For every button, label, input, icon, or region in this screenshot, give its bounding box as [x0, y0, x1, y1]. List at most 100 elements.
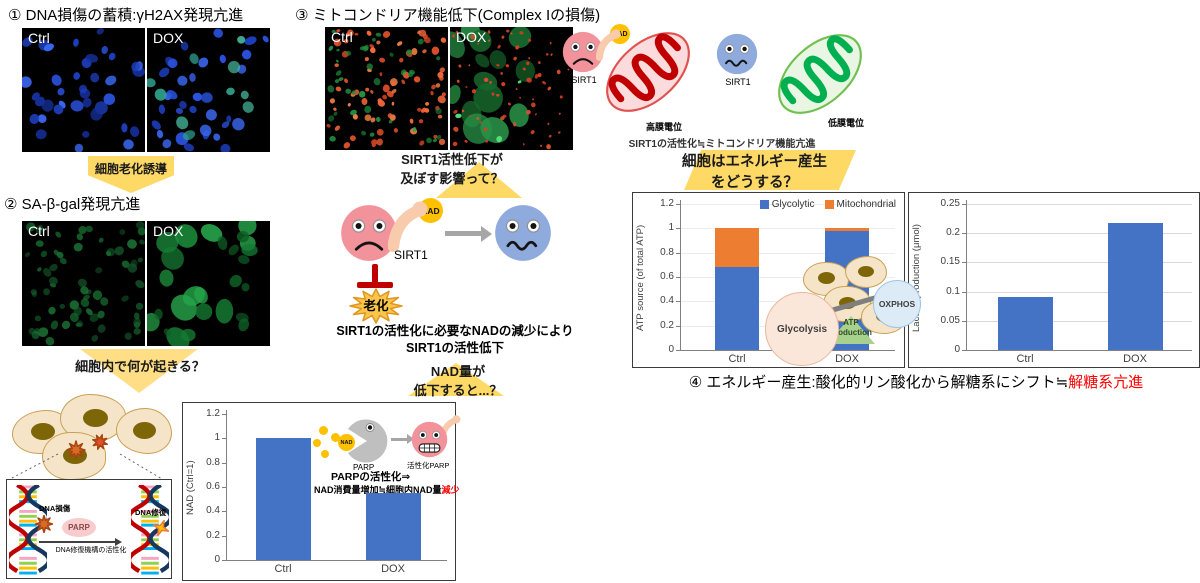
gridline — [966, 204, 1192, 205]
nad-dot — [313, 439, 321, 447]
flexed-arm-icon-svg — [387, 201, 428, 253]
nad-inset-text2-black: NAD消費量増加≒細胞内NAD量 — [314, 485, 442, 495]
micrograph-sabgal-ctrl-svg — [22, 221, 145, 346]
flow-arrow-senescence-label: 細胞老化誘導 — [94, 162, 167, 176]
cell-nucleus — [133, 422, 156, 439]
panel1-title: ① DNA損傷の蓄積:γH2AX発現亢進 — [8, 7, 244, 24]
sirt1-label: SIRT1 — [725, 77, 751, 87]
dna-damage-burst-icon — [92, 434, 108, 450]
repair-sparkle-icon-svg — [152, 519, 170, 537]
y-tick-label: 1.2 — [206, 408, 220, 419]
flow3-line1: SIRT1活性低下が — [401, 152, 503, 167]
gridline — [680, 277, 895, 278]
cell-nucleus — [818, 272, 835, 284]
sirt1-label: SIRT1 — [394, 248, 428, 262]
parp-enzyme-badge: PARP — [62, 518, 96, 537]
tick-mark — [962, 233, 966, 235]
x-axis — [226, 560, 447, 561]
flexed-arm-icon — [387, 196, 436, 254]
micrograph-sabgal-ctrl: Ctrl — [22, 221, 145, 346]
aging-starburst-icon-svg — [349, 288, 403, 324]
cell-nucleus — [31, 423, 55, 440]
gridline — [966, 262, 1192, 264]
gridline — [966, 291, 1192, 293]
tick-mark — [676, 325, 680, 327]
micrograph-label: DOX — [153, 223, 184, 239]
y-tick-label: 0.6 — [660, 271, 674, 282]
bar-segment — [825, 228, 869, 231]
active-parp-label: 活性化PARP — [407, 461, 450, 470]
low-potential-label: 低膜電位 — [828, 118, 865, 128]
flow-arrow-what-happens-label: 細胞内で何が起きる？ — [75, 359, 205, 374]
sirt1-inactive-face-icon — [494, 204, 552, 262]
y-tick-label: 1 — [214, 432, 220, 444]
repair-sparkle-icon — [152, 519, 170, 537]
sirt1-label: SIRT1 — [571, 75, 597, 85]
micrograph-sabgal-dox-svg — [147, 221, 270, 346]
tick-mark — [676, 228, 680, 230]
sirt1-sad-face-icon-svg — [562, 31, 604, 73]
micrograph-sabgal-dox: DOX — [147, 221, 270, 346]
mitochondrion-high-potential-icon-svg — [606, 32, 690, 112]
x-category-label: Ctrl — [728, 353, 746, 365]
cell-blob — [116, 408, 172, 454]
micrograph-mito-ctrl: Ctrl — [325, 27, 448, 150]
legend-swatch — [759, 200, 769, 209]
cell-blob — [845, 256, 887, 288]
parp-label: PARP — [353, 463, 375, 472]
y-axis-title: NAD (Ctrl=1) — [185, 460, 196, 516]
panel4-title: ④ エネルギー産生:酸化的リン酸化から解糖系にシフト≒解糖系亢進 — [632, 371, 1200, 392]
repair-arrow — [39, 538, 122, 545]
micrograph-gh2ax-ctrl-svg — [22, 28, 145, 152]
tick-mark — [676, 277, 680, 278]
lactate-chart: 0 0.05 0.1 0.15 0.2 0.25 Ctrl DOX Lactate produc… — [908, 192, 1200, 368]
micrograph-mito-dox-svg — [450, 27, 573, 150]
flexed-arm-icon — [595, 26, 626, 62]
x-category-label: DOX — [381, 563, 405, 575]
parp-enzyme-label: PARP — [68, 523, 90, 532]
tick-mark — [962, 291, 966, 293]
flexed-arm-icon-svg — [595, 29, 621, 61]
mitochondrion-low-potential-icon — [760, 15, 880, 132]
y-tick-label: 0.4 — [206, 505, 220, 517]
mitochondrion-low-potential-icon-svg — [778, 34, 862, 114]
y-tick-label: 0.8 — [660, 246, 674, 258]
micrograph-label: DOX — [456, 29, 487, 45]
nad-inset-text2-red: 減少 — [441, 485, 460, 495]
high-potential-label: 高膜電位 — [646, 122, 683, 132]
energy-question-highlight — [684, 150, 856, 190]
tick-mark — [676, 204, 680, 205]
nad-molecule-icon: NAD — [338, 434, 355, 451]
activation-arrow — [391, 434, 414, 444]
legend-label: Glycolytic — [771, 199, 815, 210]
y-axis — [966, 200, 967, 350]
nad-chart: NAD PARP 活性化PARP PARPの活性化⇒ NAD消費量増加≒細胞内N… — [182, 402, 461, 581]
tick-mark — [222, 487, 226, 488]
y-axis-title: ATP source (of total ATP) — [635, 224, 646, 332]
micrograph-label: DOX — [153, 30, 184, 46]
zoom-callout-lines-svg — [9, 453, 163, 480]
y-tick-label: 1 — [668, 222, 674, 234]
zoom-callout-lines — [0, 430, 180, 482]
tick-mark — [962, 350, 966, 351]
dna-damage-burst-icon — [66, 440, 86, 460]
y-tick-label: 0.15 — [940, 256, 960, 268]
aging-starburst-icon — [348, 286, 404, 326]
nad-dot — [319, 426, 328, 435]
y-tick-label: 0.8 — [206, 456, 220, 468]
tick-mark — [676, 350, 680, 351]
gridline — [680, 204, 895, 205]
tick-mark — [962, 320, 966, 322]
flow4-line1: NAD量が — [430, 364, 486, 379]
sirt1-caption-line1: SIRT1の活性化に必要なNADの減少により — [336, 324, 574, 338]
gridline — [680, 228, 895, 230]
energy-question-line1: 細胞はエネルギー産生 — [682, 154, 827, 170]
tick-mark — [222, 414, 226, 415]
sirt1-sad-face-icon — [340, 204, 398, 262]
glycolysis-bubble: Glycolysis — [765, 292, 839, 366]
dna-damage-burst-icon — [34, 514, 54, 534]
flow-arrow-nad-question-label: NAD量が 低下すると...？ — [398, 361, 518, 399]
sirt1-inactive-face-icon-svg — [716, 33, 758, 75]
y-tick-label: 0.2 — [206, 529, 220, 541]
